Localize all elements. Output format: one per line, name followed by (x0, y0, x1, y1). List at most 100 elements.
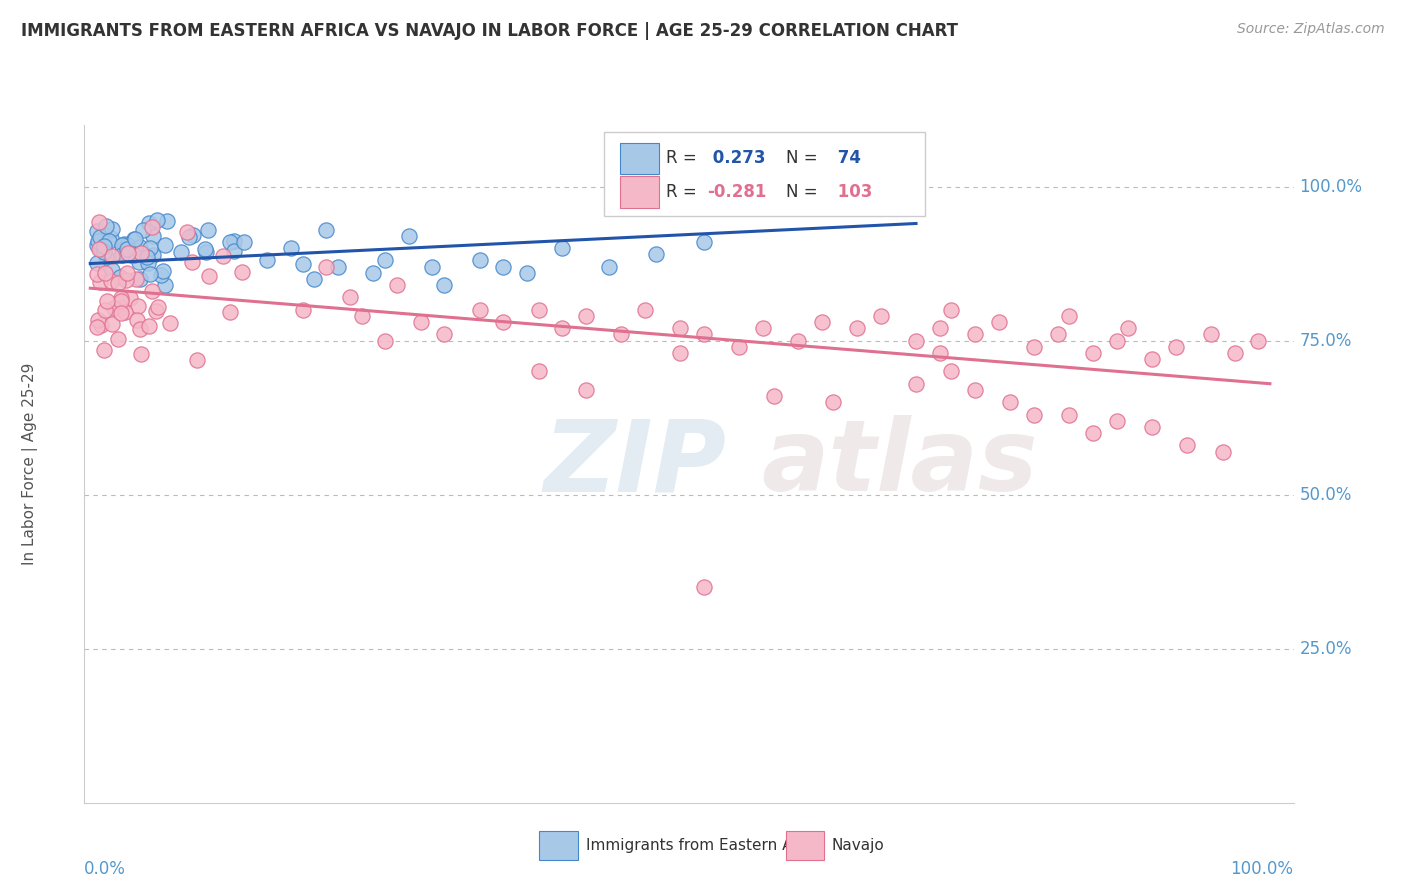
Point (110, 294, 132, 309)
Point (96, 294, 118, 309)
Point (692, 327, 714, 342)
Point (159, 316, 181, 330)
FancyBboxPatch shape (620, 143, 658, 174)
Point (89, 275, 111, 289)
Point (89, 242, 111, 256)
Point (810, 315, 832, 329)
Point (846, 321, 869, 335)
Point (139, 241, 162, 255)
Point (86, 238, 108, 252)
Point (124, 232, 146, 246)
Point (86, 319, 108, 334)
Point (1105, 334, 1128, 348)
Text: In Labor Force | Age 25-29: In Labor Force | Age 25-29 (22, 363, 38, 565)
Point (468, 253, 491, 268)
Point (1081, 346, 1104, 360)
Point (125, 313, 148, 327)
Point (115, 266, 138, 280)
Point (87, 215, 110, 229)
Point (232, 235, 254, 249)
Point (1000, 395, 1022, 409)
Point (129, 247, 152, 261)
Point (86, 312, 108, 326)
Point (280, 241, 302, 255)
Point (1046, 327, 1069, 342)
Point (198, 268, 221, 283)
Point (115, 238, 138, 252)
Point (1105, 414, 1128, 428)
Text: 0.0%: 0.0% (84, 861, 127, 879)
Point (823, 395, 845, 409)
Point (129, 240, 152, 254)
Point (315, 260, 337, 274)
Point (129, 246, 152, 260)
Point (138, 216, 160, 230)
Point (751, 321, 773, 335)
Point (1212, 444, 1234, 458)
Point (145, 303, 167, 318)
Point (374, 334, 396, 348)
Point (645, 247, 668, 261)
Text: N =: N = (786, 149, 823, 167)
Point (222, 234, 245, 248)
Point (728, 340, 751, 354)
Point (1081, 425, 1104, 440)
Point (146, 300, 169, 314)
Point (107, 276, 129, 290)
Point (963, 383, 986, 397)
Point (905, 334, 928, 348)
Text: ZIP: ZIP (544, 416, 727, 512)
Point (363, 266, 385, 280)
Point (141, 220, 163, 235)
Point (422, 260, 444, 274)
Point (194, 244, 217, 259)
Point (575, 383, 598, 397)
Point (138, 256, 160, 270)
Point (129, 347, 152, 361)
FancyBboxPatch shape (605, 132, 925, 217)
Point (141, 284, 163, 298)
Text: 100.0%: 100.0% (1230, 861, 1294, 879)
Point (145, 213, 167, 227)
FancyBboxPatch shape (786, 831, 824, 860)
Point (142, 228, 165, 243)
Point (256, 253, 278, 268)
Point (127, 299, 149, 313)
Point (963, 327, 986, 342)
Point (1140, 352, 1163, 367)
Point (409, 315, 432, 329)
Point (385, 278, 408, 293)
Point (326, 260, 349, 274)
Point (181, 227, 204, 242)
Point (669, 321, 692, 335)
Point (94, 302, 117, 317)
Point (93, 239, 115, 253)
Point (86, 268, 108, 282)
Point (101, 262, 124, 277)
Point (90, 244, 112, 258)
Point (1175, 438, 1198, 452)
Point (90, 318, 112, 333)
Point (170, 245, 193, 260)
Text: atlas: atlas (762, 416, 1038, 512)
Point (1059, 309, 1081, 323)
Point (97, 235, 120, 249)
Point (93, 244, 115, 259)
Point (122, 248, 145, 262)
Point (1199, 327, 1222, 342)
Point (291, 257, 314, 271)
Text: Immigrants from Eastern Africa: Immigrants from Eastern Africa (586, 838, 827, 853)
Point (1247, 334, 1270, 348)
Point (527, 364, 550, 378)
Point (433, 327, 456, 342)
Point (928, 321, 950, 335)
Point (128, 321, 150, 335)
Point (101, 249, 124, 263)
Point (138, 318, 160, 333)
Point (86, 224, 108, 238)
Point (176, 225, 198, 239)
Text: R =: R = (666, 183, 702, 201)
Point (869, 309, 891, 323)
Point (111, 237, 134, 252)
Point (112, 236, 135, 251)
